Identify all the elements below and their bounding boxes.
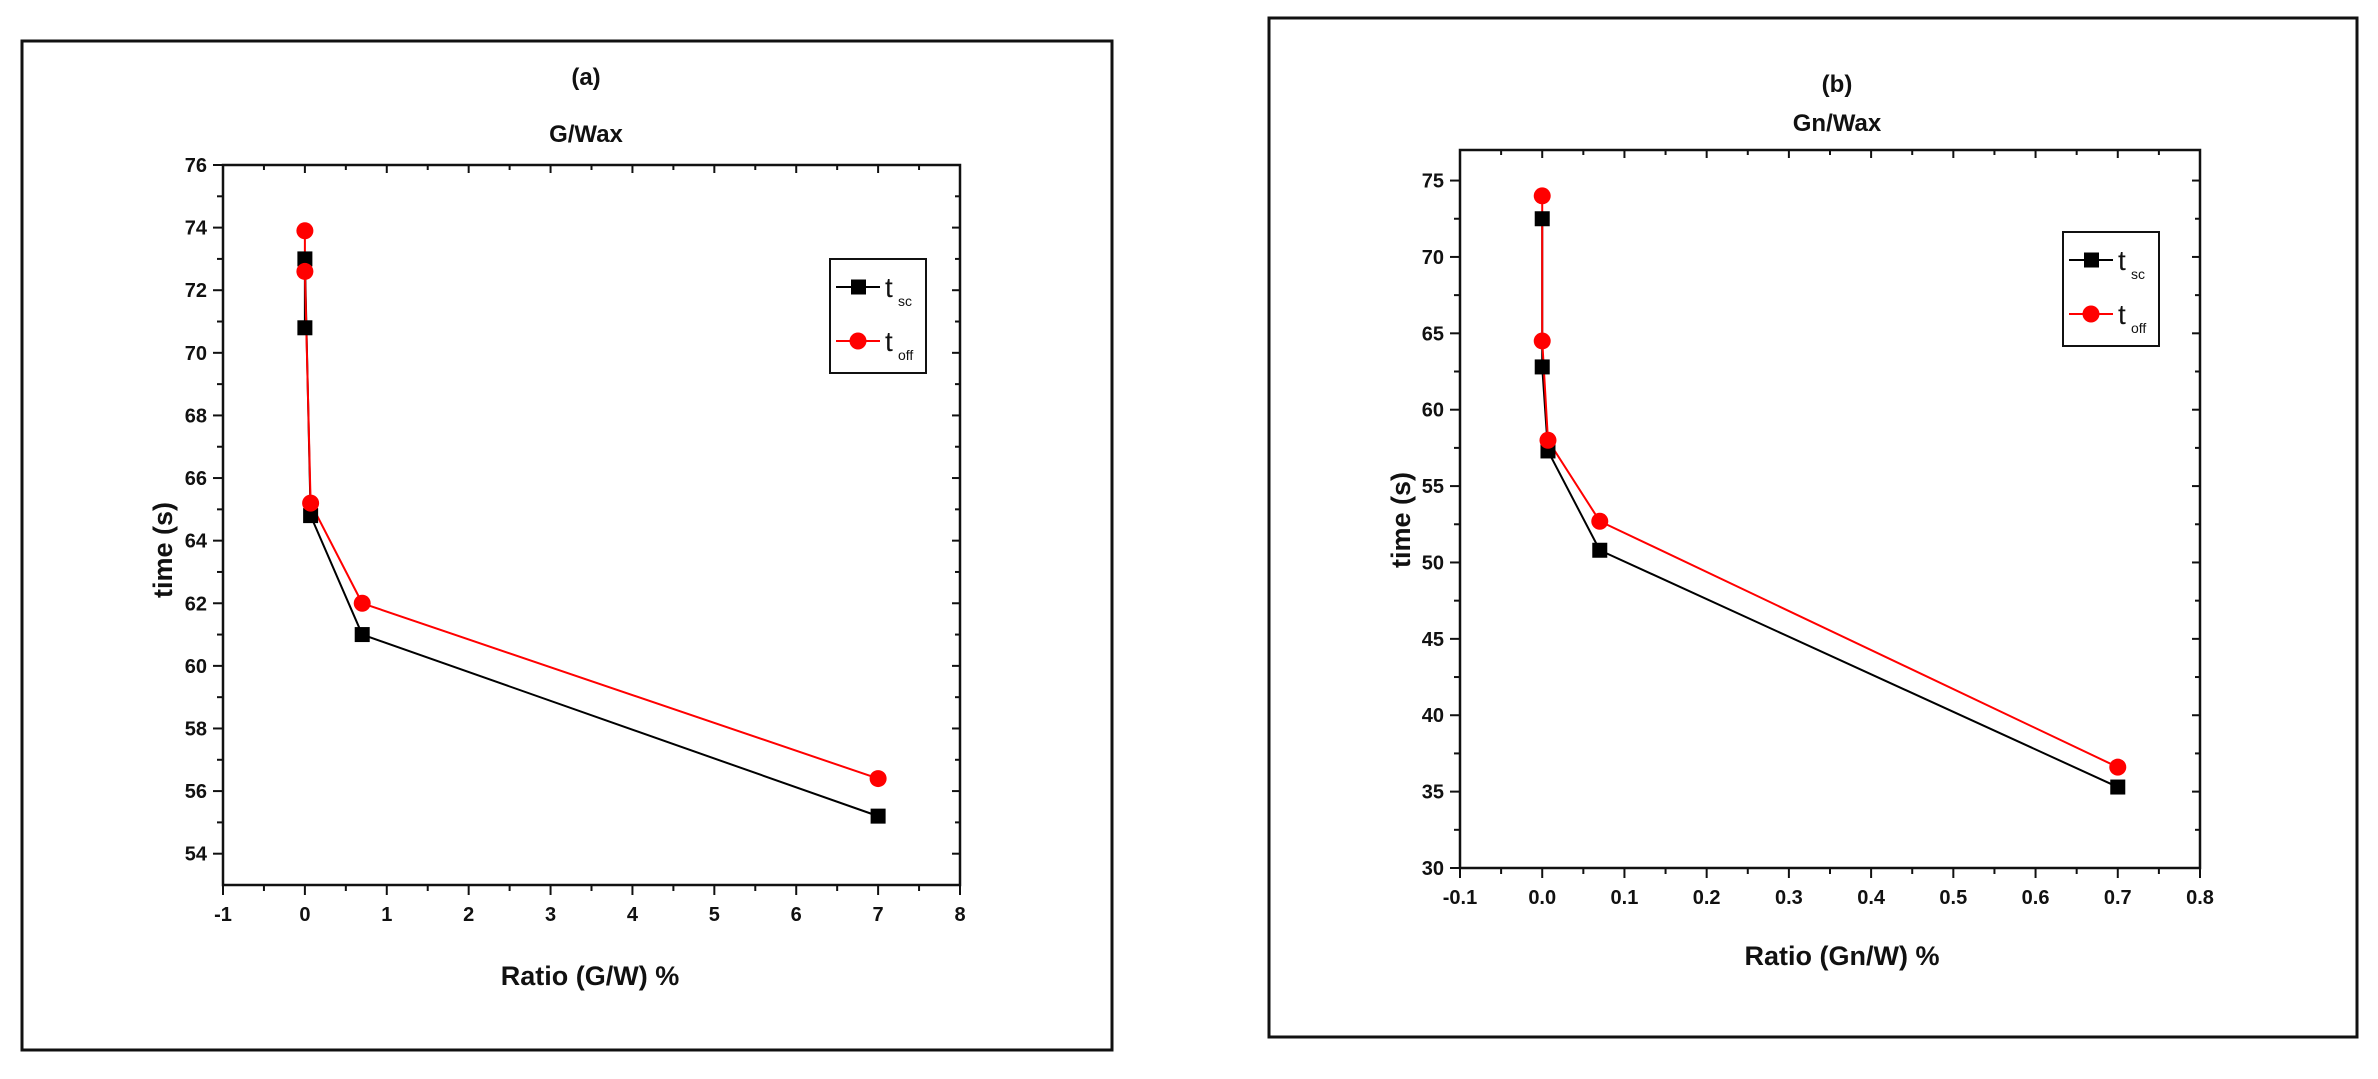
panel-a-series-off-point	[869, 770, 887, 788]
panel-b-legend-off-label: t	[2118, 299, 2126, 330]
panel-a-series-sc-point	[870, 808, 886, 824]
panel-a-ytick-label: 64	[185, 531, 208, 553]
panel-a-legend-sc-subscript: sc	[898, 293, 912, 309]
panel-a-ytick-label: 60	[185, 656, 207, 678]
panel-a-xtick-label: 6	[791, 904, 802, 926]
panel-b-frame	[1267, 16, 2359, 1039]
panel-a-frame	[20, 39, 1114, 1052]
panel-a-legend-box	[829, 258, 927, 374]
panel-b-legend-box	[2062, 231, 2160, 347]
panel-a-ytick-label: 56	[185, 781, 207, 803]
panel-b-ytick-label: 65	[1422, 323, 1444, 345]
panel-b-series-sc-point	[2110, 779, 2126, 795]
panel-b-xtick-label: 0.5	[1939, 887, 1967, 909]
panel-b-xtick-label: 0.7	[2104, 887, 2132, 909]
panel-a-xtick-label: 5	[709, 904, 720, 926]
panel-b-ytick-label: 35	[1422, 782, 1444, 804]
panel-b-series-off-point	[1591, 512, 1609, 530]
panel-b-series-off-point	[1533, 332, 1551, 350]
panel-a-xtick-label: 8	[954, 904, 965, 926]
panel-a-label: (a)	[571, 64, 600, 91]
panel-b-series-off-point	[1539, 431, 1557, 449]
panel-b-ytick-label: 75	[1422, 171, 1444, 193]
panel-a-ytick-label: 58	[185, 718, 207, 740]
panel-a-xtick-label: 1	[381, 904, 392, 926]
panel-a-xtick-label: 0	[299, 904, 310, 926]
panel-a-series-off-line	[303, 230, 879, 780]
panel-b-series-off-line	[1541, 195, 2119, 769]
panel-b-series-sc-point	[1534, 359, 1550, 375]
panel-a-series-sc-point	[303, 508, 319, 524]
panel-a-series-sc-point	[297, 251, 313, 267]
panel-b-xtick-label: 0.2	[1693, 887, 1721, 909]
panel-a-series-sc-point	[297, 320, 313, 336]
panel-b-xtick-label: 0.1	[1611, 887, 1639, 909]
panel-b-xtick-label: 0.0	[1528, 887, 1556, 909]
panel-a-ytick-label: 70	[185, 343, 207, 365]
panel-b-ytick-label: 40	[1422, 705, 1444, 727]
panel-b-plot: -0.1 0.0 0.1 0.2 0.3 0.4 0.5 0.6 0.7 0.8 30 35 40 45 5…	[1422, 148, 2214, 909]
panel-a-series-off-point	[296, 222, 314, 240]
panel-a-xtick-label: -1	[214, 904, 232, 926]
panel-a-ytick-label: 74	[185, 218, 208, 240]
panel-a-series-sc-line	[303, 258, 879, 818]
panel-b-series-off-point	[2109, 758, 2127, 776]
panel-a-legend-off-marker	[849, 332, 867, 350]
panel-b-series-sc-point	[1592, 542, 1608, 558]
panel-b-ytick-label: 50	[1422, 552, 1444, 574]
panel-b-legend-off-subscript: off	[2131, 320, 2146, 336]
panel-a-xtick-label: 2	[463, 904, 474, 926]
panel-a-legend-off-label: t	[885, 326, 893, 357]
panel-a-ylabel: time (s)	[148, 502, 178, 598]
panel-b-xlabel: Ratio (Gn/W) %	[1745, 941, 1940, 971]
panel-b-label: (b)	[1822, 71, 1853, 98]
panel-b-xtick-label: 0.4	[1857, 887, 1886, 909]
panel-a-ytick-label: 76	[185, 155, 207, 177]
panel-b-ytick-label: 30	[1422, 858, 1444, 880]
panel-b-legend-sc-marker	[2084, 252, 2099, 268]
panel-a-legend-sc-label: t	[885, 272, 893, 303]
panel-b-title: Gn/Wax	[1793, 110, 1882, 137]
panel-b-legend-sc-label: t	[2118, 245, 2126, 276]
panel-a-ytick-label: 68	[185, 405, 207, 427]
panel-a-ytick-label: 72	[185, 280, 207, 302]
panel-b-series-sc-point	[1534, 211, 1550, 227]
panel-b-ytick-label: 45	[1422, 629, 1444, 651]
panel-b-legend-off-marker	[2082, 305, 2100, 323]
panel-a-legend-sc-marker	[851, 279, 866, 295]
panel-b-ytick-label: 55	[1422, 476, 1444, 498]
panel-a-xlabel: Ratio (G/W) %	[501, 961, 679, 991]
panel-b-xtick-label: 0.3	[1775, 887, 1803, 909]
panel-a-legend: t sct off	[829, 258, 927, 374]
panel-a-xtick-label: 3	[545, 904, 556, 926]
panel-a-series-off-point	[353, 594, 371, 612]
panel-a-legend-off-subscript: off	[898, 347, 913, 363]
panel-a-series-off-point	[302, 494, 320, 512]
panel-a-ytick-label: 62	[185, 593, 207, 615]
panel-a-title: G/Wax	[549, 121, 623, 148]
panel-b-series-sc-line	[1541, 218, 2119, 788]
panel-b-ytick-label: 60	[1422, 400, 1444, 422]
panel-b-xtick-label: 0.6	[2022, 887, 2050, 909]
panel-b-xtick-label: -0.1	[1443, 887, 1477, 909]
panel-b-legend-sc-subscript: sc	[2131, 266, 2145, 282]
panel-b-xtick-label: 0.8	[2186, 887, 2214, 909]
panel-a-ytick-label: 66	[185, 468, 207, 490]
panel-a-xtick-label: 7	[873, 904, 884, 926]
panel-a-ytick-label: 54	[185, 844, 208, 866]
panel-b-legend: t sct off	[2062, 231, 2160, 347]
panel-b-series-off-point	[1533, 187, 1551, 205]
panel-b-ytick-label: 70	[1422, 247, 1444, 269]
panel-a-series-sc-point	[354, 627, 370, 643]
panel-b-ylabel: time (s)	[1386, 472, 1416, 568]
panel-a-xtick-label: 4	[627, 904, 639, 926]
panel-a-series-off-point	[296, 262, 314, 280]
